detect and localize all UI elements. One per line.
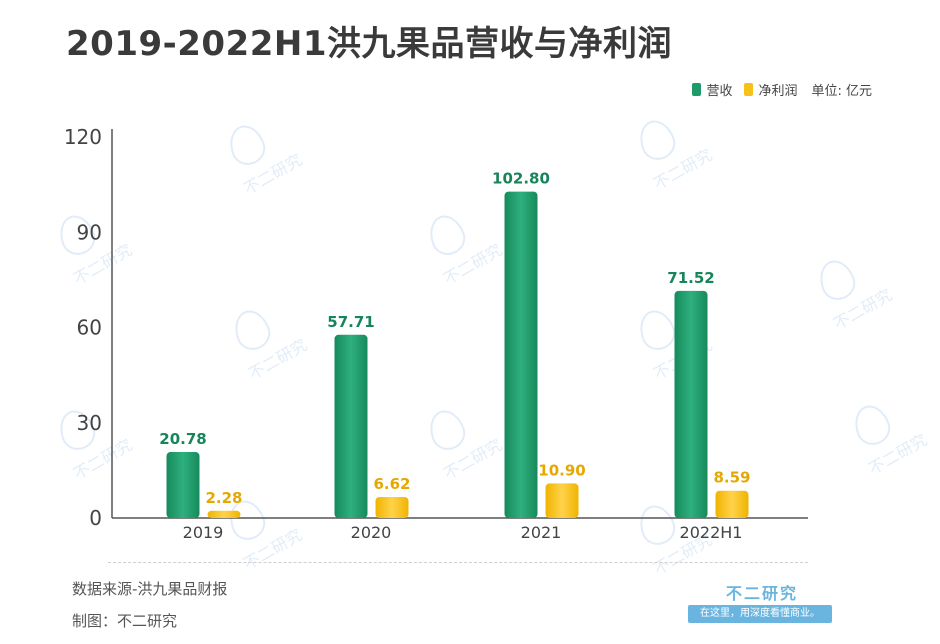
revenue-bar	[334, 334, 368, 518]
x-tick-label: 2022H1	[680, 523, 743, 542]
y-tick-label: 30	[77, 411, 102, 435]
profit-bar	[545, 483, 579, 518]
revenue-bar	[674, 290, 708, 518]
source-note: 数据来源-洪九果品财报	[72, 580, 228, 598]
x-tick-label: 2021	[521, 523, 562, 542]
maker-note: 制图：不二研究	[72, 612, 178, 630]
legend: 营收 净利润 单位: 亿元	[692, 80, 872, 99]
revenue-data-label: 57.71	[327, 313, 374, 331]
y-tick-label: 60	[77, 316, 102, 340]
legend-label-profit: 净利润	[758, 84, 798, 99]
y-tick-label: 120	[64, 125, 102, 149]
profit-data-label: 2.28	[205, 489, 242, 507]
x-tick-label: 2020	[351, 523, 392, 542]
y-tick-label: 0	[89, 506, 102, 530]
legend-label-revenue: 营收	[706, 84, 733, 99]
legend-item-profit: 净利润	[744, 80, 797, 99]
revenue-data-label: 102.80	[492, 170, 550, 188]
profit-data-label: 10.90	[538, 461, 585, 479]
revenue-bar	[166, 452, 200, 518]
footer-divider	[108, 562, 808, 563]
revenue-data-label: 20.78	[159, 430, 206, 448]
revenue-bar	[504, 191, 538, 519]
profit-data-label: 6.62	[373, 475, 410, 493]
revenue-data-label: 71.52	[667, 269, 714, 287]
profit-data-label: 8.59	[713, 469, 750, 487]
x-tick-label: 2019	[183, 523, 224, 542]
legend-swatch-profit	[744, 83, 754, 96]
brand-logo-text: 不二研究	[726, 584, 799, 603]
profit-bar	[715, 490, 749, 518]
brand-slogan: 在这里，用深度看懂商业。	[688, 605, 832, 623]
unit-label: 单位: 亿元	[811, 84, 872, 99]
profit-bar	[207, 510, 241, 518]
y-tick-label: 90	[77, 220, 102, 244]
chart-title: 2019-2022H1洪九果品营收与净利润	[66, 24, 672, 64]
bar-chart: 0 30 60 90 120 20.78 2.28 2019 57.71 6.62 2020 102.…	[64, 125, 808, 542]
profit-bar	[375, 496, 409, 518]
legend-item-revenue: 营收	[692, 80, 732, 99]
legend-swatch-revenue	[692, 83, 702, 96]
